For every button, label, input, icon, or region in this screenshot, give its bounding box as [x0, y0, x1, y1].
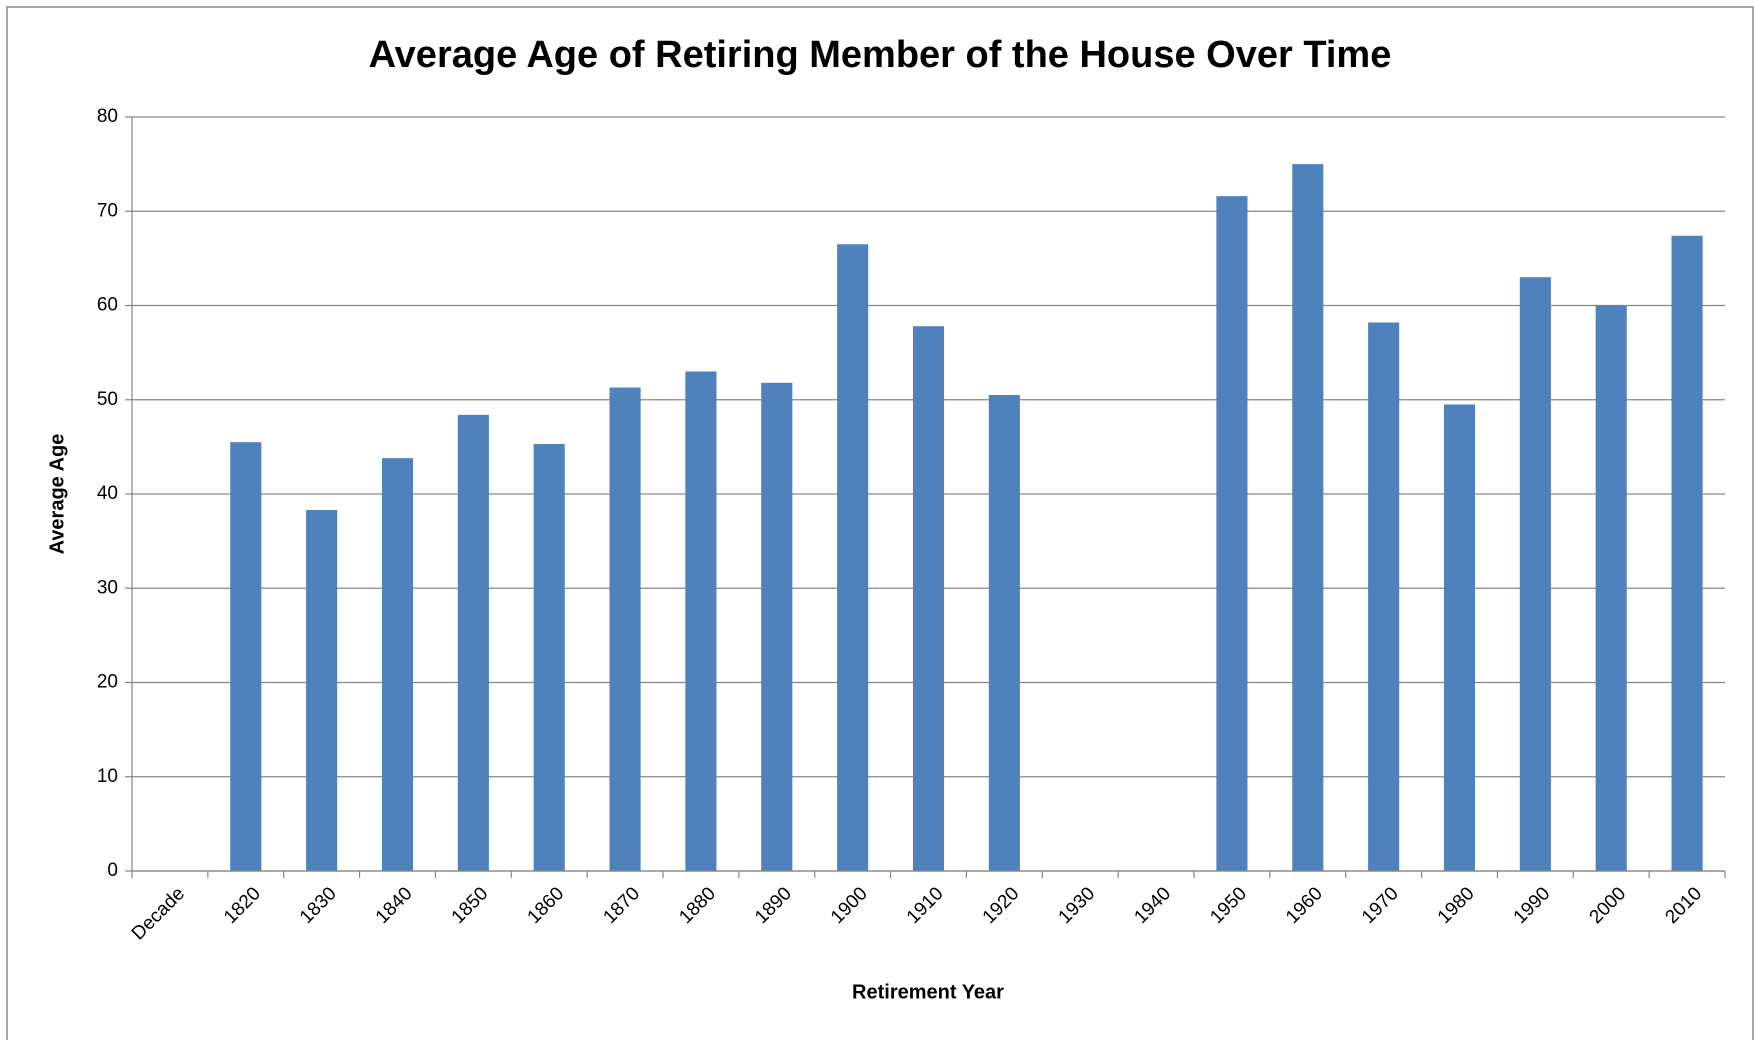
bar [1216, 196, 1248, 872]
bar [1671, 235, 1703, 871]
bar [230, 442, 262, 871]
y-tick-label: 70 [97, 200, 118, 221]
bar [1292, 164, 1324, 871]
y-tick-label: 0 [107, 860, 118, 881]
bar [912, 326, 945, 871]
bar [306, 510, 338, 871]
y-tick-label: 40 [97, 483, 118, 504]
chart-title: Average Age of Retiring Member of the Ho… [369, 34, 1392, 76]
bar [1368, 322, 1400, 872]
bar [761, 382, 793, 871]
y-tick-label: 80 [97, 106, 118, 127]
bar [685, 371, 717, 871]
bar [1595, 305, 1627, 871]
x-axis-title: Retirement Year [852, 981, 1004, 1003]
y-axis-title: Average Age [46, 434, 68, 555]
bar [837, 244, 869, 872]
y-tick-label: 60 [97, 295, 118, 316]
bar [381, 458, 414, 871]
y-tick-label: 10 [97, 766, 118, 787]
bar [533, 444, 565, 871]
bar [988, 395, 1020, 871]
bar [1443, 404, 1476, 871]
y-tick-label: 30 [97, 577, 118, 598]
bar [457, 414, 489, 871]
chart-frame [6, 6, 1754, 1040]
bar [609, 387, 641, 871]
bar [1519, 277, 1551, 872]
y-tick-label: 20 [97, 672, 118, 693]
y-tick-label: 50 [97, 389, 118, 410]
